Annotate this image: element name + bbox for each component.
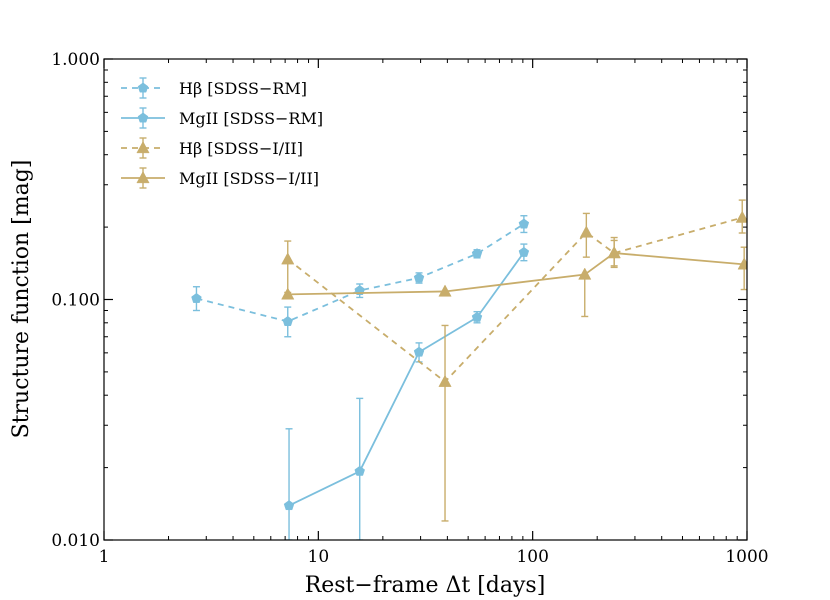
data-point: [471, 248, 483, 259]
data-point: [471, 311, 483, 322]
legend-label: MgII [SDSS−I/II]: [179, 169, 319, 188]
legend-marker: [136, 170, 150, 184]
data-point: [281, 287, 295, 300]
series-3: [281, 199, 747, 522]
y-tick-label: 0.010: [51, 531, 100, 551]
series-4: [281, 239, 747, 318]
data-point: [413, 346, 425, 357]
x-axis-title: Rest−frame Δt [days]: [305, 573, 546, 598]
legend-label: Hβ [SDSS−RM]: [179, 79, 307, 98]
legend-entry-4: MgII [SDSS−I/II]: [121, 167, 319, 189]
data-point: [518, 246, 530, 257]
legend-entry-3: Hβ [SDSS−I/II]: [121, 137, 303, 159]
data-point: [579, 225, 593, 238]
axes: 1 10 100 1000 0.010 0.100 1.000: [51, 50, 768, 567]
legend-marker: [136, 140, 150, 154]
data-point: [281, 252, 295, 265]
legend-marker: [137, 112, 149, 123]
x-tick-label: 1: [99, 547, 110, 567]
y-tick-label: 0.100: [51, 291, 100, 311]
legend-marker: [137, 82, 149, 93]
data-point: [283, 500, 295, 511]
x-tick-label: 1000: [725, 547, 768, 567]
legend-entry-1: Hβ [SDSS−RM]: [121, 77, 307, 99]
y-axis-title: Structure function [mag]: [9, 160, 34, 439]
data-point: [191, 292, 202, 303]
legend-label: MgII [SDSS−RM]: [179, 109, 323, 128]
data-point: [737, 257, 747, 270]
series-line: [287, 216, 743, 383]
data-point: [438, 284, 452, 297]
data-point: [413, 272, 425, 283]
data-point: [578, 267, 592, 280]
y-tick-label: 1.000: [51, 50, 100, 70]
data-point: [282, 316, 293, 326]
plot-lines: [191, 199, 747, 540]
data-point: [518, 218, 530, 229]
series-2: [283, 243, 530, 540]
series-line: [196, 223, 525, 323]
legend-entry-2: MgII [SDSS−RM]: [121, 107, 323, 129]
data-point: [607, 246, 621, 259]
data-point: [735, 210, 747, 223]
legend-label: Hβ [SDSS−I/II]: [179, 139, 303, 158]
x-tick-label: 10: [308, 547, 330, 567]
data-point: [438, 374, 452, 387]
series-line: [288, 251, 525, 507]
x-tick-label: 100: [516, 547, 548, 567]
series-1: [191, 215, 530, 338]
legend: Hβ [SDSS−RM] MgII [SDSS−RM] Hβ [SDSS−I/II]…: [121, 77, 323, 189]
data-point: [354, 465, 365, 476]
